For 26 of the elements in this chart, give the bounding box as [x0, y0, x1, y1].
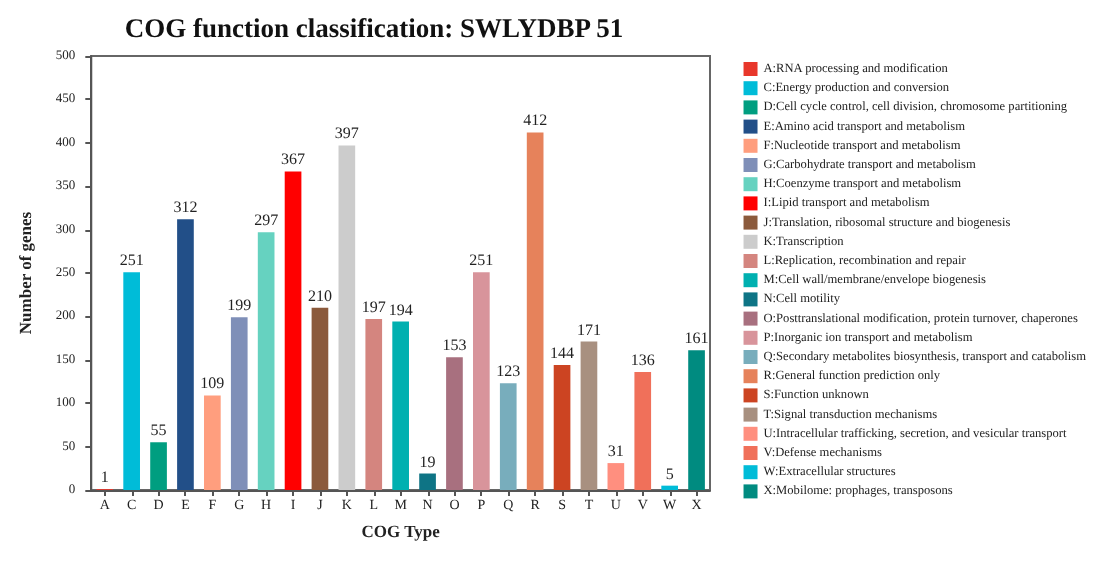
- data-label: 19: [419, 452, 436, 471]
- data-label: 197: [361, 298, 386, 316]
- data-label: 109: [200, 374, 225, 393]
- data-label: 55: [150, 421, 167, 440]
- data-label: 31: [607, 442, 624, 461]
- data-label: 367: [281, 150, 306, 169]
- data-label: 397: [334, 124, 359, 143]
- data-label: 312: [173, 198, 198, 217]
- data-label: 297: [254, 211, 279, 230]
- data-label: 144: [550, 344, 575, 363]
- data-label: 161: [684, 329, 709, 348]
- data-label: 210: [307, 286, 332, 305]
- data-label: 194: [388, 300, 413, 319]
- data-label: 123: [496, 362, 521, 381]
- data-label: 199: [227, 296, 252, 315]
- x-axis-title: COG Type: [361, 521, 441, 541]
- data-label: 1: [100, 468, 109, 487]
- data-label: 153: [442, 336, 467, 355]
- data-label: 171: [576, 320, 601, 339]
- data-label: 5: [665, 464, 674, 483]
- y-axis-title: Number of genes: [15, 210, 35, 335]
- data-label: 251: [469, 251, 494, 270]
- chart-title: COG function classification: SWLYDBP 51: [124, 13, 624, 43]
- data-label: 251: [119, 251, 144, 270]
- data-label: 412: [523, 111, 548, 130]
- data-label: 136: [630, 350, 655, 369]
